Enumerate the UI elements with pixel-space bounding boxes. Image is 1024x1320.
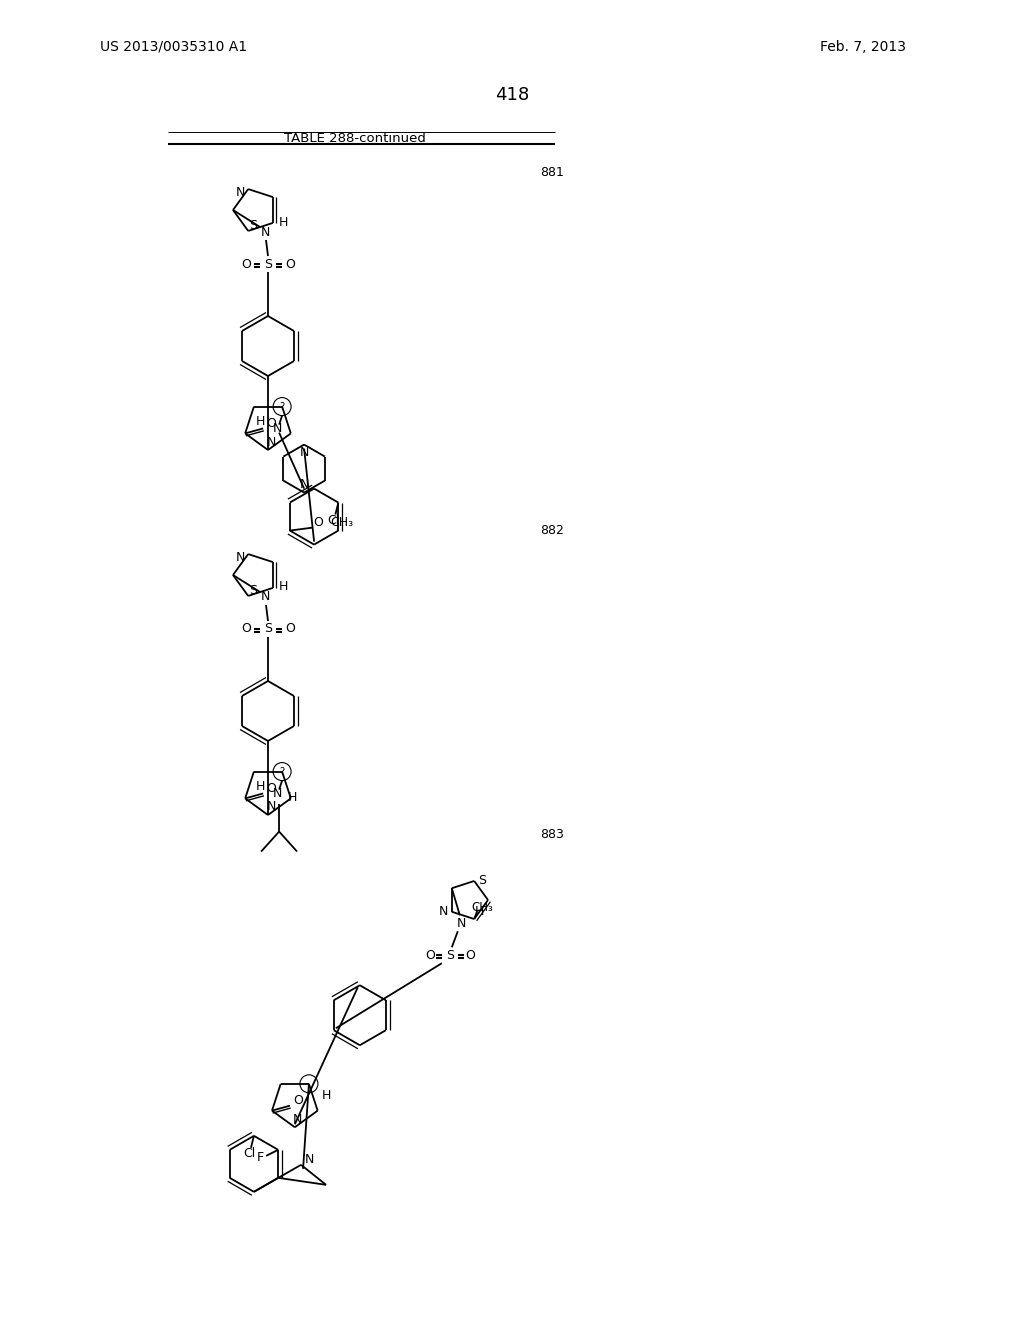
Text: N: N: [299, 446, 309, 459]
Text: H: H: [279, 215, 288, 228]
Text: 882: 882: [540, 524, 564, 536]
Text: N: N: [272, 422, 282, 436]
Text: N: N: [293, 1113, 302, 1126]
Text: Cl: Cl: [243, 1147, 255, 1160]
Text: S: S: [445, 949, 454, 962]
Text: H: H: [255, 414, 265, 428]
Text: N: N: [304, 1154, 313, 1167]
Text: N: N: [266, 436, 275, 449]
Text: N: N: [236, 186, 245, 198]
Text: H: H: [475, 904, 484, 917]
Text: 883: 883: [540, 829, 564, 842]
Text: N: N: [457, 917, 467, 929]
Text: O: O: [241, 257, 251, 271]
Text: O: O: [266, 417, 276, 430]
Text: O: O: [425, 949, 435, 962]
Text: CH₃: CH₃: [471, 900, 493, 913]
Text: O: O: [465, 949, 475, 962]
Text: N: N: [260, 590, 269, 603]
Text: TABLE 288-continued: TABLE 288-continued: [284, 132, 426, 144]
Text: O: O: [285, 623, 295, 635]
Text: H: H: [323, 1089, 332, 1102]
Text: H: H: [255, 780, 265, 793]
Text: US 2013/0035310 A1: US 2013/0035310 A1: [100, 40, 247, 54]
Text: O: O: [241, 623, 251, 635]
Text: S: S: [264, 623, 272, 635]
Text: H: H: [288, 791, 297, 804]
Text: N: N: [260, 226, 269, 239]
Text: H: H: [279, 581, 288, 594]
Text: N: N: [272, 787, 282, 800]
Text: Cl: Cl: [328, 513, 340, 527]
Text: N: N: [266, 800, 275, 813]
Text: Feb. 7, 2013: Feb. 7, 2013: [820, 40, 906, 54]
Text: S: S: [478, 874, 486, 887]
Text: O: O: [266, 781, 276, 795]
Text: F: F: [257, 1151, 264, 1164]
Text: O: O: [313, 516, 323, 529]
Text: N: N: [299, 478, 309, 491]
Text: S: S: [264, 257, 272, 271]
Text: 418: 418: [495, 86, 529, 104]
Text: O: O: [293, 1094, 303, 1107]
Text: N: N: [236, 550, 245, 564]
Text: N: N: [439, 906, 449, 919]
Text: S: S: [249, 219, 257, 232]
Text: CH₃: CH₃: [331, 516, 353, 529]
Text: ?: ?: [280, 767, 285, 776]
Text: 881: 881: [540, 165, 564, 178]
Text: O: O: [285, 257, 295, 271]
Text: S: S: [249, 585, 257, 598]
Text: ?: ?: [280, 401, 285, 412]
